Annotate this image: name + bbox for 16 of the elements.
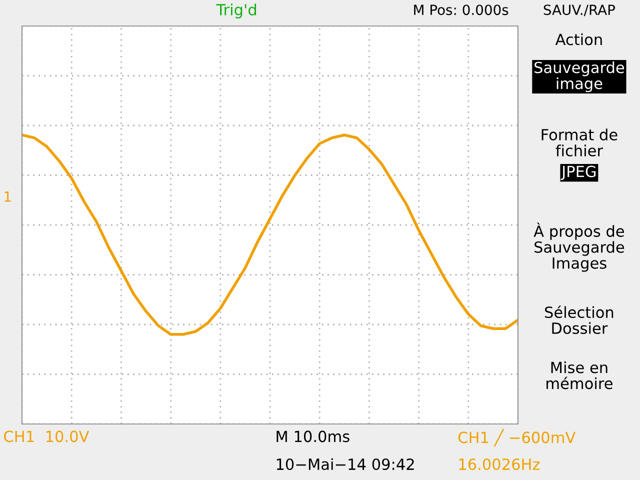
text: À propos de Sauvegarde Images — [534, 222, 624, 272]
text: CH1 ╱ −600mV — [458, 428, 576, 447]
text: 16.0026Hz — [459, 458, 540, 470]
text: M Pos: 0.000s — [414, 4, 508, 16]
text: Action — [555, 33, 602, 46]
text: CH1 10.0V — [4, 430, 90, 442]
text: SAUV./RAP — [544, 4, 615, 16]
text: Trig'd — [216, 4, 256, 18]
text: JPEG — [560, 166, 596, 180]
text: 1 — [4, 191, 11, 202]
text: M 10.0ms — [276, 430, 350, 442]
text: Sélection Dossier — [545, 306, 614, 334]
text: Format de fichier — [542, 128, 618, 156]
text: Mise en mémoire — [546, 361, 612, 390]
text: 10−Mai−14 09:42 — [276, 458, 414, 470]
text: Sauvegarde image — [534, 61, 624, 92]
